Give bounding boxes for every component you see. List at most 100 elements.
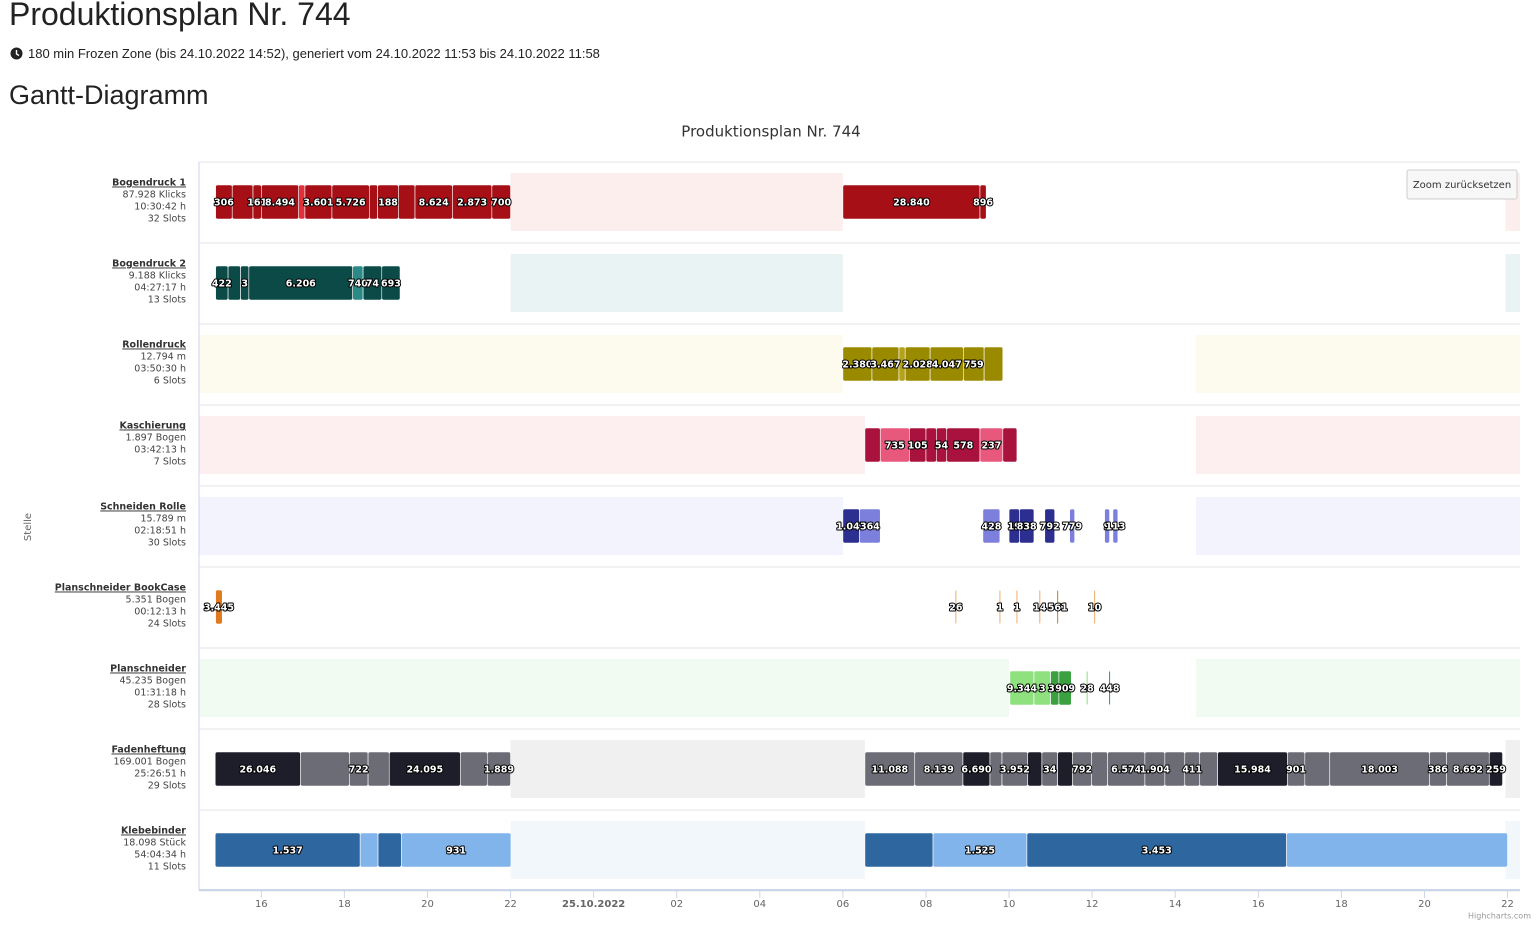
x-tick-label: 16 <box>255 899 268 910</box>
task-block <box>1108 670 1111 706</box>
task-block <box>398 184 416 220</box>
frozen-band <box>1505 254 1520 312</box>
task-label: 74 <box>366 279 380 290</box>
row-detail: 00:12:13 h <box>134 607 186 618</box>
row-detail: 03:50:30 h <box>134 364 186 375</box>
row-detail: 9.188 Klicks <box>129 271 186 282</box>
row-detail: 29 Slots <box>148 781 186 792</box>
task-block <box>1058 670 1072 706</box>
frozen-band <box>199 659 1010 717</box>
row-name[interactable]: Planschneider BookCase <box>55 583 186 594</box>
task-block <box>1056 589 1059 625</box>
task-label: 1.889 <box>484 765 514 776</box>
reset-zoom-button[interactable] <box>1406 169 1518 200</box>
row-detail: 28 Slots <box>148 700 186 711</box>
row-name[interactable]: Kaschierung <box>119 421 186 432</box>
task-block <box>1086 670 1089 706</box>
x-tick-label: 04 <box>753 899 766 910</box>
x-tick-label: 10 <box>1003 899 1016 910</box>
row-detail: 45.235 Bogen <box>120 676 187 687</box>
task-label: 3.467 <box>870 360 900 371</box>
task-label: 3 <box>1039 684 1046 695</box>
reset-zoom-label[interactable]: Zoom zurücksetzen <box>1413 180 1511 191</box>
task-label: 3.445 <box>204 603 234 614</box>
chart-title: Produktionsplan Nr. 744 <box>681 123 860 141</box>
task-label: 3.601 <box>303 198 333 209</box>
task-label: 8.139 <box>924 765 954 776</box>
row-detail: 1.897 Bogen <box>126 433 186 444</box>
task-block <box>359 832 379 868</box>
row-detail: 5.351 Bogen <box>126 595 186 606</box>
task-label: 759 <box>964 360 984 371</box>
frozen-band <box>199 416 865 474</box>
task-label: 8.624 <box>419 198 449 209</box>
task-label: 14 <box>1033 603 1047 614</box>
task-label: 8.494 <box>265 198 295 209</box>
row-name[interactable]: Planschneider <box>110 664 186 675</box>
x-tick-label: 16 <box>1252 899 1265 910</box>
x-tick-label: 06 <box>837 899 850 910</box>
task-block <box>1112 508 1119 544</box>
task-label: 15.984 <box>1234 765 1271 776</box>
task-label: 237 <box>981 441 1001 452</box>
frozen-band <box>1195 497 1520 555</box>
task-label: 9 <box>1104 522 1111 533</box>
task-label: 6.206 <box>286 279 316 290</box>
task-block <box>982 508 1001 544</box>
row-detail: 11 Slots <box>148 862 186 873</box>
row-name[interactable]: Rollendruck <box>122 340 186 351</box>
row-name[interactable]: Klebebinder <box>121 826 186 837</box>
row-detail: 03:42:13 h <box>134 445 186 456</box>
task-label: 792 <box>1072 765 1092 776</box>
task-label: 1 <box>997 603 1004 614</box>
subtitle: 180 min Frozen Zone (bis 24.10.2022 14:5… <box>10 46 600 61</box>
row-name[interactable]: Fadenheftung <box>111 745 186 756</box>
task-label: 901 <box>1286 765 1306 776</box>
task-label: 26.046 <box>239 765 276 776</box>
task-block <box>998 589 1002 625</box>
task-label: 3.952 <box>1000 765 1030 776</box>
row-name[interactable]: Bogendruck 1 <box>112 178 186 189</box>
task-label: 3.453 <box>1142 846 1172 857</box>
task-label: 18.003 <box>1361 765 1398 776</box>
task-label: 792 <box>1040 522 1060 533</box>
task-label: 561 <box>1048 603 1068 614</box>
task-label: 1.537 <box>273 846 303 857</box>
task-label: 6.690 <box>961 765 991 776</box>
task-label: 11.088 <box>871 765 908 776</box>
row-detail: 02:18:51 h <box>134 526 186 537</box>
task-label: 113 <box>1105 522 1125 533</box>
task-block <box>864 427 881 463</box>
task-label: 422 <box>212 279 232 290</box>
task-label: 28 <box>1081 684 1095 695</box>
credits[interactable]: Highcharts.com <box>1468 912 1531 921</box>
row-detail: 24 Slots <box>148 619 186 630</box>
task-label: 693 <box>381 279 401 290</box>
task-label: 10 <box>1088 603 1102 614</box>
task-label: 386 <box>1428 765 1448 776</box>
task-block <box>1286 832 1508 868</box>
task-block <box>1019 508 1035 544</box>
frozen-band <box>510 254 843 312</box>
task-label: 838 <box>1017 522 1037 533</box>
page-title: Produktionsplan Nr. 744 <box>9 0 351 32</box>
row-name[interactable]: Schneiden Rolle <box>100 502 186 513</box>
row-detail: 13 Slots <box>148 295 186 306</box>
task-label: 931 <box>446 846 466 857</box>
task-label: 8.692 <box>1453 765 1483 776</box>
task-label: 2.873 <box>457 198 487 209</box>
task-label: 1.904 <box>1140 765 1170 776</box>
task-block <box>1091 751 1108 787</box>
task-label: 1 <box>1014 603 1021 614</box>
task-label: 4.047 <box>932 360 962 371</box>
task-block <box>1069 508 1075 544</box>
frozen-band <box>199 335 843 393</box>
task-block <box>1104 508 1110 544</box>
frozen-band <box>1195 335 1520 393</box>
task-block <box>983 346 1004 382</box>
row-detail: 169.001 Bogen <box>113 757 186 768</box>
row-name[interactable]: Bogendruck 2 <box>112 259 186 270</box>
row-detail: 12.794 m <box>140 352 186 363</box>
task-block <box>1199 751 1218 787</box>
task-block <box>864 832 934 868</box>
